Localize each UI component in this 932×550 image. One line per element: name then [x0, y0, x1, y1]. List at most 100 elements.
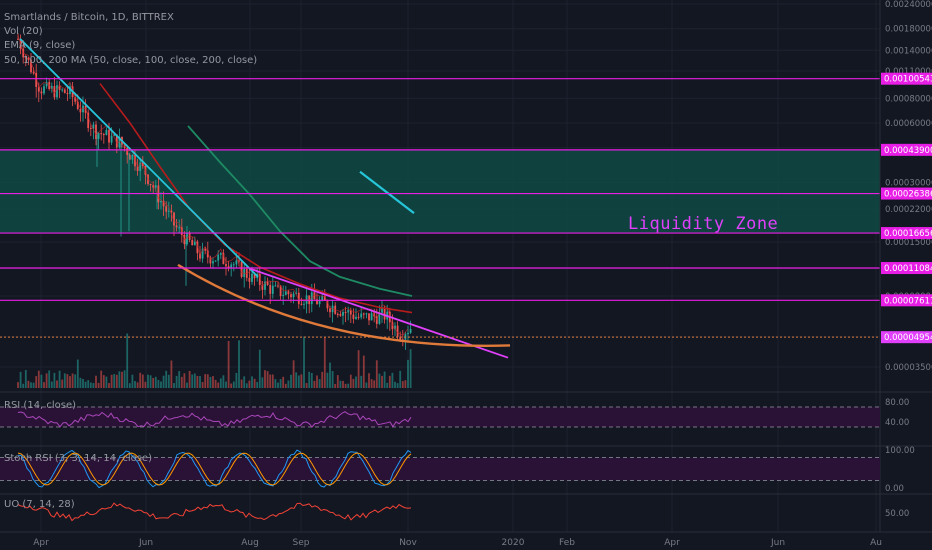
rsi-pane-label: RSI (14, close) [4, 400, 77, 411]
candle-body [128, 154, 131, 160]
price-tick-label: 0.00110000 [885, 67, 932, 77]
volume-bar [368, 373, 370, 388]
volume-bar [35, 376, 38, 388]
candle-body [53, 86, 56, 98]
time-tick-label: Apr [664, 538, 680, 548]
candle-body [56, 85, 58, 98]
candle-body [89, 128, 92, 130]
candle-body [212, 261, 214, 264]
volume-group [17, 333, 412, 388]
volume-bar [401, 381, 404, 388]
candle-body [196, 241, 199, 254]
candle-body [394, 325, 396, 330]
volume-bar [243, 376, 246, 388]
volume-bar [269, 374, 272, 388]
volume-bar [349, 374, 352, 388]
ema-indicator-label: EMA (9, close) [4, 40, 76, 51]
volume-bar [157, 379, 160, 388]
volume-bar [396, 383, 399, 388]
time-tick-label: 2020 [502, 538, 525, 548]
candle-body [35, 72, 38, 87]
candle-body [82, 105, 84, 113]
price-tick-label: 0.00180000 [885, 25, 932, 35]
volume-bar [230, 383, 233, 388]
price-tick-label: 0.00003500 [885, 363, 932, 373]
volume-bar [297, 375, 300, 388]
liquidity-zone-label: Liquidity Zone [628, 214, 779, 234]
time-tick-label: Sep [293, 538, 310, 548]
volume-bar [310, 372, 313, 388]
volume-bar [300, 374, 303, 388]
volume-bar [256, 382, 259, 388]
candle-body [347, 310, 350, 313]
volume-bar [126, 333, 129, 388]
candle-body [40, 91, 43, 94]
volume-bar [209, 376, 212, 388]
volume-bar [308, 371, 311, 388]
volume-bar [245, 383, 248, 388]
volume-bar [388, 375, 391, 388]
time-tick-label: Au [870, 538, 882, 548]
volume-bar [235, 372, 238, 388]
candle-body [105, 129, 108, 136]
volume-bar [266, 371, 269, 388]
volume-bar [339, 380, 342, 388]
candle-body [102, 134, 105, 136]
price-level-badge-text: 0.00100543 [884, 75, 932, 85]
volume-bar [66, 374, 69, 388]
time-tick-label: Nov [399, 538, 417, 548]
volume-bar [277, 382, 279, 388]
volume-bar [165, 370, 168, 388]
volume-bar [79, 377, 82, 388]
candle-body [300, 303, 303, 305]
volume-bar [139, 372, 142, 388]
price-level-badge [881, 331, 932, 344]
candle-body [232, 264, 235, 266]
volume-bar [76, 359, 79, 388]
volume-bar [279, 379, 282, 388]
volume-bar [180, 376, 183, 388]
candle-body [27, 57, 30, 60]
candle-body [282, 294, 285, 297]
volume-bar [123, 370, 126, 388]
volume-bar [253, 378, 256, 388]
stoch-band-fill [0, 457, 880, 481]
volume-bar [386, 382, 389, 388]
volume-bar [373, 380, 376, 388]
candle-body [87, 112, 90, 129]
candle-body [66, 93, 69, 95]
volume-bar [240, 379, 243, 388]
candle-body [310, 292, 313, 305]
candle-body [342, 311, 344, 316]
candle-body [222, 253, 225, 265]
candle-body [17, 38, 19, 40]
price-level-badge [881, 187, 932, 200]
candle-body [165, 206, 168, 212]
candle-body [108, 129, 110, 143]
volume-bar [74, 374, 77, 388]
volume-bar [56, 380, 58, 388]
candle-body [136, 166, 139, 171]
candle-body [287, 291, 290, 295]
price-level-badge [881, 262, 932, 275]
volume-bar [113, 374, 116, 388]
volume-bar [183, 373, 186, 388]
volume-bar [370, 379, 373, 388]
volume-bar [271, 374, 274, 388]
candle-body [240, 261, 243, 277]
candle-body [274, 285, 277, 287]
candle-body [253, 273, 256, 279]
volume-bar [19, 371, 22, 388]
volume-bar [100, 370, 103, 388]
volume-bar [274, 379, 277, 388]
volume-bar [196, 375, 199, 388]
candle-body [149, 183, 152, 186]
candle-body [131, 154, 134, 160]
volume-bar [131, 374, 134, 388]
volume-bar [134, 381, 136, 388]
ma-100-line [99, 83, 413, 314]
volume-bar [326, 372, 329, 388]
candle-body [154, 185, 157, 188]
volume-bar [357, 350, 360, 388]
